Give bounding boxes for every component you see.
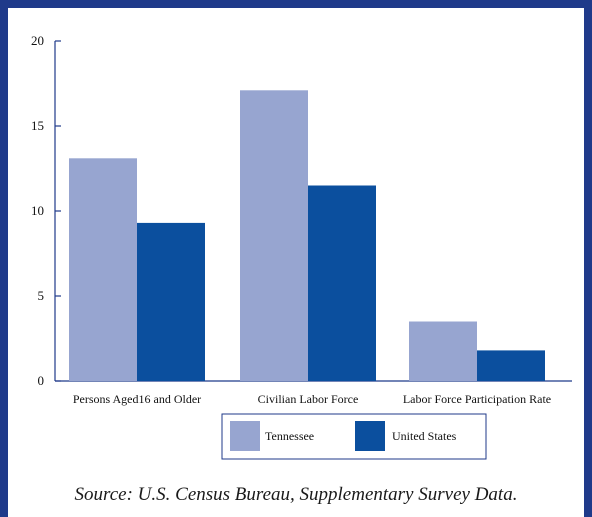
y-tick-label: 15 bbox=[31, 118, 44, 133]
legend-label: United States bbox=[392, 429, 457, 443]
bar-tennessee-3 bbox=[409, 321, 477, 381]
bars bbox=[69, 90, 545, 382]
legend: Tennessee United States bbox=[221, 413, 487, 460]
bar-tennessee-1 bbox=[69, 158, 137, 381]
x-axis-labels: Persons Aged16 and Older Civilian Labor F… bbox=[73, 392, 551, 406]
y-tick-label: 20 bbox=[31, 33, 44, 48]
x-category-label: Labor Force Participation Rate bbox=[403, 392, 551, 406]
bar-united-states-2 bbox=[308, 185, 376, 381]
x-category-label: Civilian Labor Force bbox=[258, 392, 359, 406]
legend-swatch bbox=[355, 421, 385, 451]
bar-united-states-3 bbox=[477, 350, 545, 381]
legend-label: Tennessee bbox=[265, 429, 314, 443]
y-tick-label: 0 bbox=[38, 373, 45, 388]
bar-tennessee-2 bbox=[240, 90, 308, 382]
source-note: Source: U.S. Census Bureau, Supplementar… bbox=[74, 484, 518, 505]
y-tick-label: 5 bbox=[38, 288, 45, 303]
bar-united-states-1 bbox=[137, 222, 205, 381]
legend-box bbox=[221, 413, 487, 460]
x-category-label: Persons Aged16 and Older bbox=[73, 392, 201, 406]
legend-swatch bbox=[230, 421, 260, 451]
y-tick-label: 10 bbox=[31, 203, 44, 218]
